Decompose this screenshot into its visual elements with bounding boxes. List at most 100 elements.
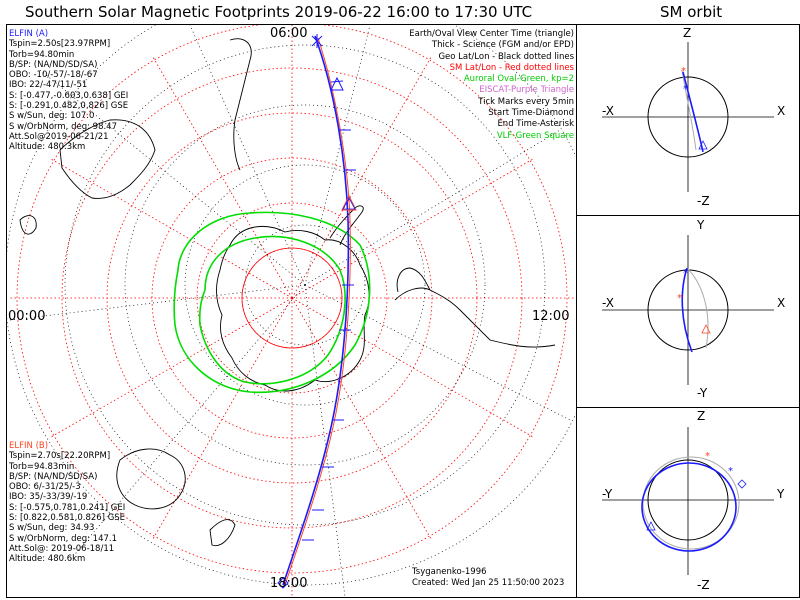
elfin-b-line: Tspin=2.70s[22.20RPM] <box>9 451 111 462</box>
geo-lon-line <box>304 284 571 421</box>
sm-pole-circle <box>241 247 343 349</box>
legend-item: Start Time-Diamond <box>488 108 574 119</box>
elfin-a-name: ELFIN (A) <box>9 29 49 39</box>
orbit-end-diamond <box>737 479 747 489</box>
orbit-b <box>642 456 740 550</box>
axis-label-left: -Y <box>602 487 613 501</box>
elfin-a-line: OBO: -10/-57/-18/-67 <box>9 70 98 81</box>
hour-label-left: 00:00 <box>8 309 46 324</box>
elfin-a-line: Att.Sol@2019-06-21/21 <box>9 131 109 142</box>
indian-ocean-islands <box>19 215 37 235</box>
hour-label-top: 06:00 <box>270 26 308 41</box>
axis-label-top: Y <box>697 218 705 232</box>
elfin-a-line: S w/Sun, deg: 107.0 <box>9 111 95 122</box>
orbit-plot-yz: * * <box>602 427 774 575</box>
geo-lon-line <box>304 284 346 597</box>
sm-lat-circle <box>61 67 523 529</box>
elfin-b-line: Altitude: 480.6km <box>9 554 86 565</box>
elfin-a-line: S: [-0.477,-0.603,0.638] GEI <box>9 90 129 101</box>
auroral-oval-outer <box>173 211 371 394</box>
axis-label-right: X <box>777 104 786 118</box>
legend-item: Tick Marks every 5min <box>478 96 574 107</box>
credits: Tsyganenko-1996 Created: Wed Jan 25 11:5… <box>412 567 564 588</box>
end-diamond <box>277 577 289 589</box>
africa <box>59 119 156 199</box>
sm-lat-circle <box>196 202 388 394</box>
elfin-b-info: ELFIN (B) Tspin=2.70s[22.20RPM] Torb=94.… <box>9 441 125 565</box>
legend-item: SM Lat/Lon - Red dotted lines <box>449 62 574 73</box>
geo-lon-line <box>189 25 306 286</box>
auroral-oval-inner <box>198 235 346 385</box>
elfin-a-line: Altitude: 480.3km <box>9 142 86 153</box>
elfin-b-name: ELFIN (B) <box>9 441 49 451</box>
legend: Earth/Oval View Center Time (triangle) T… <box>409 29 574 142</box>
orbit-a-marker <box>698 140 708 150</box>
axis-label-top: Z <box>683 26 692 40</box>
axis-label-left: -X <box>602 296 614 310</box>
orbit-a-start: * <box>683 84 688 95</box>
elfin-b-line: B/SP: (NA/ND/SD/SA) <box>9 471 98 482</box>
hour-label-right: 12:00 <box>532 309 570 324</box>
orbit-a <box>681 267 693 353</box>
model-credit: Tsyganenko-1996 <box>412 567 487 577</box>
main-title: Southern Solar Magnetic Footprints 2019-… <box>25 3 533 21</box>
orbit-a-marker <box>646 521 656 531</box>
elfin-b-line: S: [-0.575,0.781,0.241] GEI <box>9 502 126 513</box>
elfin-b-line: S w/OrbNorm, deg: 147.1 <box>9 533 118 544</box>
orbit-b-marker <box>701 324 711 334</box>
elfin-b-line: S: [0.822,0.581,0.826] GSE <box>9 513 126 524</box>
elfin-a-view-triangle-2 <box>342 197 356 210</box>
legend-item: Thick - Science (FGM and/or EPD) <box>431 40 574 51</box>
australia <box>116 448 186 510</box>
geo-lon-line <box>39 69 306 286</box>
hour-label-bottom: 18:00 <box>270 576 308 591</box>
axis-label-bottom: -Z <box>697 578 710 592</box>
orbit-a-start: * <box>728 466 733 477</box>
elfin-b-line: S w/Sun, deg: 34.93 <box>9 523 95 534</box>
elfin-a-line: S: [-0.291,0.482,0.826] GSE <box>9 101 129 112</box>
orbit-plot-xz: * * <box>602 42 774 192</box>
start-asterisk <box>311 34 323 48</box>
axis-label-right: X <box>777 296 786 310</box>
legend-item: Auroral Oval-Green, kp=2 <box>463 74 574 85</box>
elfin-a-view-triangle <box>330 76 344 91</box>
geo-lon-line <box>69 284 306 561</box>
track-ticks <box>302 80 356 541</box>
legend-item: Earth/Oval View Center Time (triangle) <box>409 29 574 39</box>
elfin-b-line: IBO: 35/-33/39/-19 <box>9 492 88 503</box>
new-zealand <box>209 519 236 547</box>
elfin-a-line: S w/OrbNorm, deg: 98.47 <box>9 121 118 132</box>
geo-lon-line <box>304 25 371 286</box>
orbit-a-start: * <box>683 268 688 279</box>
elfin-b-line: Att.Sol@: 2019-06-18/11 <box>9 543 115 554</box>
sm-lat-circle <box>16 25 568 574</box>
geo-lat-circle <box>124 104 486 466</box>
orbit-b <box>686 267 709 349</box>
geo-lat-circle <box>244 224 366 346</box>
elfin-b-line: OBO: 6/-31/25/-3 <box>9 482 81 493</box>
orbit-b-start: * <box>705 451 710 462</box>
orbit-b-start: * <box>681 66 686 77</box>
auroral-oval <box>173 211 371 394</box>
legend-item: VLF-Green Square <box>496 130 574 141</box>
axis-label-right: Y <box>777 487 785 501</box>
elfin-a-line: B/SP: (NA/ND/SD/SA) <box>9 59 98 70</box>
geo-lat-circle <box>184 164 426 406</box>
axis-label-bottom: -Z <box>697 194 710 208</box>
elfin-a-line: Torb=94.80min <box>9 49 75 60</box>
geo-lon-line <box>304 129 561 286</box>
orbit-b <box>681 69 697 151</box>
elfin-b-line: Torb=94.83min <box>9 461 75 472</box>
axis-label-top: Z <box>697 409 706 423</box>
sm-lon-lines <box>8 25 575 597</box>
axis-label-left: -X <box>602 104 614 118</box>
geo-lon-line <box>9 284 306 321</box>
elfin-a-line: IBO: 22/-47/11/-51 <box>9 80 88 91</box>
south-america <box>394 267 556 348</box>
legend-item: End Time-Asterisk <box>497 119 574 130</box>
legend-item: Geo Lat/Lon - Black dotted lines <box>438 51 574 62</box>
elfin-a-info: ELFIN (A) Tspin=2.50s[23.97RPM] Torb=94.… <box>9 29 128 153</box>
created-date: Created: Wed Jan 25 11:50:00 2023 <box>412 577 565 588</box>
